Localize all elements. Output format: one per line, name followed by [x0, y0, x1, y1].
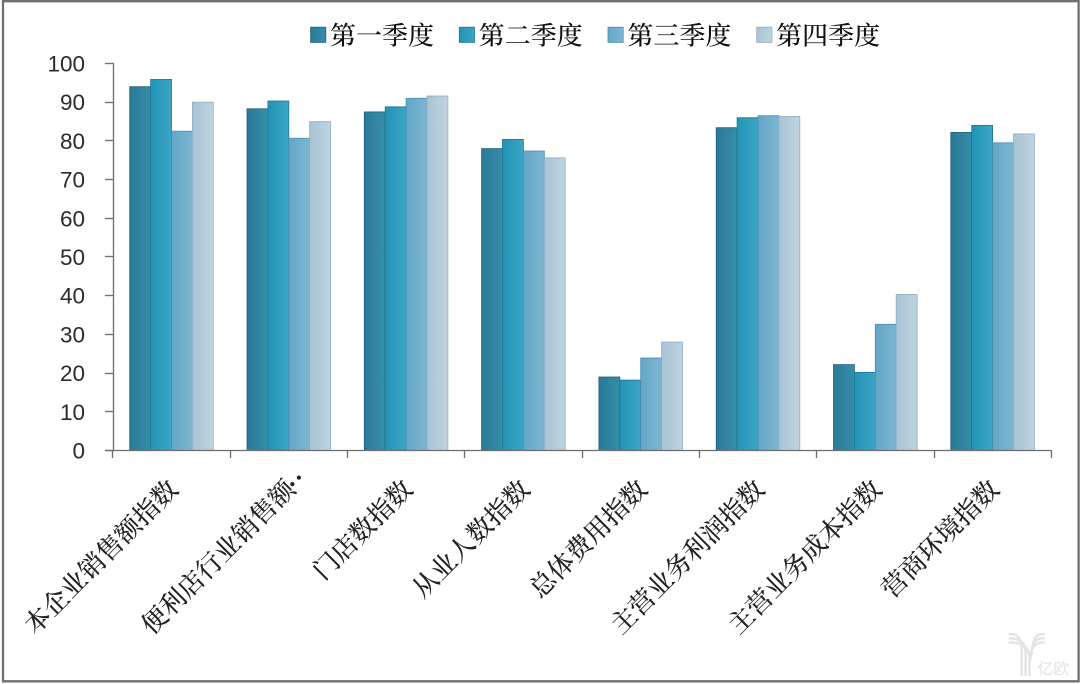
svg-text:50: 50: [60, 245, 85, 270]
svg-text:90: 90: [60, 90, 85, 115]
svg-text:40: 40: [60, 284, 85, 309]
svg-text:30: 30: [60, 322, 85, 347]
svg-text:0: 0: [72, 439, 85, 464]
svg-text:100: 100: [47, 52, 85, 77]
svg-text:20: 20: [60, 361, 85, 386]
svg-text:70: 70: [60, 168, 85, 193]
svg-text:60: 60: [60, 206, 85, 231]
svg-text:10: 10: [60, 400, 85, 425]
svg-text:80: 80: [60, 129, 85, 154]
